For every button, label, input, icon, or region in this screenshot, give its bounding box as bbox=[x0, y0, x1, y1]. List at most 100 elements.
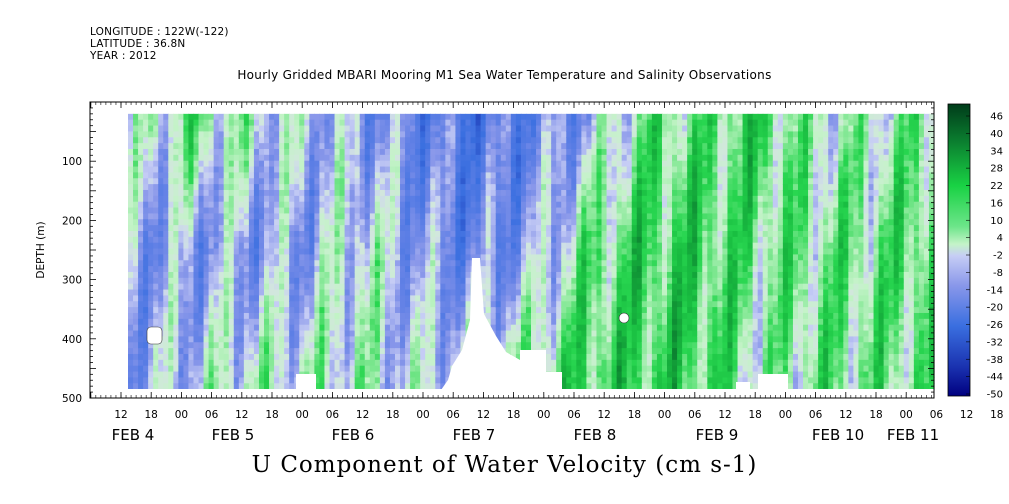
heatmap-cell bbox=[465, 143, 472, 150]
heatmap-cell bbox=[233, 289, 240, 297]
heatmap-cell bbox=[384, 178, 391, 185]
heatmap-cell bbox=[410, 207, 416, 215]
heatmap-cell bbox=[425, 324, 431, 332]
heatmap-cell bbox=[243, 342, 250, 349]
heatmap-cell bbox=[606, 271, 613, 279]
heatmap-cell bbox=[631, 307, 638, 314]
heatmap-cell bbox=[485, 318, 492, 326]
heatmap-cell bbox=[581, 113, 588, 121]
heatmap-cell bbox=[420, 365, 426, 373]
heatmap-cell bbox=[561, 260, 567, 267]
heatmap-cell bbox=[269, 271, 275, 279]
heatmap-cell bbox=[258, 383, 265, 390]
heatmap-cell bbox=[208, 172, 215, 179]
heatmap-cell bbox=[198, 324, 205, 332]
heatmap-cell bbox=[510, 213, 517, 220]
heatmap-cell bbox=[374, 189, 381, 197]
heatmap-cell bbox=[566, 201, 572, 209]
heatmap-cell bbox=[601, 266, 608, 273]
heatmap-cell bbox=[168, 119, 174, 127]
heatmap-cell bbox=[304, 312, 310, 320]
heatmap-cell bbox=[576, 143, 582, 150]
heatmap-cell bbox=[561, 348, 567, 355]
heatmap-cell bbox=[621, 336, 628, 343]
heatmap-cell bbox=[153, 348, 159, 355]
heatmap-cell bbox=[651, 353, 658, 361]
heatmap-cell bbox=[264, 178, 270, 185]
heatmap-cell bbox=[586, 324, 593, 332]
heatmap-cell bbox=[248, 148, 255, 156]
heatmap-cell bbox=[576, 342, 582, 349]
heatmap-cell bbox=[238, 195, 245, 203]
heatmap-cell bbox=[515, 143, 522, 150]
heatmap-cell bbox=[420, 307, 426, 314]
heatmap-cell bbox=[425, 160, 431, 168]
heatmap-cell bbox=[349, 266, 356, 273]
heatmap-cell bbox=[274, 242, 280, 250]
heatmap-cell bbox=[369, 365, 376, 373]
heatmap-cell bbox=[228, 307, 235, 314]
heatmap-cell bbox=[536, 219, 542, 226]
heatmap-cell bbox=[641, 318, 648, 326]
heatmap-cell bbox=[581, 195, 588, 203]
heatmap-cell bbox=[143, 342, 149, 349]
heatmap-cell bbox=[289, 359, 295, 367]
heatmap-cell bbox=[485, 248, 492, 256]
heatmap-cell bbox=[430, 137, 436, 144]
heatmap-cell bbox=[631, 154, 638, 162]
heatmap-cell bbox=[591, 371, 598, 379]
heatmap-cell bbox=[561, 137, 567, 144]
heatmap-cell bbox=[284, 254, 290, 261]
heatmap-cell bbox=[460, 289, 467, 297]
heatmap-cell bbox=[576, 260, 582, 267]
heatmap-cell bbox=[546, 342, 552, 349]
heatmap-cell bbox=[541, 160, 547, 168]
heatmap-cell bbox=[495, 289, 502, 297]
heatmap-cell bbox=[128, 230, 134, 238]
heatmap-cell bbox=[531, 242, 537, 250]
heatmap-cell bbox=[233, 225, 240, 232]
heatmap-cell bbox=[248, 371, 255, 379]
heatmap-cell bbox=[233, 301, 240, 308]
heatmap-cell bbox=[238, 260, 245, 267]
heatmap-cell bbox=[193, 137, 200, 144]
heatmap-cell bbox=[646, 295, 653, 302]
heatmap-cell bbox=[445, 166, 451, 174]
heatmap-cell bbox=[636, 365, 643, 373]
heatmap-cell bbox=[274, 248, 280, 256]
heatmap-cell bbox=[309, 289, 315, 297]
heatmap-cell bbox=[561, 160, 567, 168]
heatmap-cell bbox=[571, 330, 577, 338]
heatmap-cell bbox=[571, 359, 577, 367]
heatmap-cell bbox=[183, 289, 190, 297]
heatmap-cell bbox=[500, 318, 507, 326]
heatmap-cell bbox=[193, 365, 200, 373]
heatmap-cell bbox=[435, 324, 441, 332]
heatmap-cell bbox=[525, 230, 532, 238]
heatmap-cell bbox=[460, 137, 467, 144]
heatmap-cell bbox=[651, 271, 658, 279]
heatmap-cell bbox=[500, 283, 507, 291]
heatmap-cell bbox=[420, 148, 426, 156]
heatmap-cell bbox=[646, 271, 653, 279]
heatmap-cell bbox=[304, 271, 310, 279]
heatmap-cell bbox=[243, 289, 250, 297]
heatmap-cell bbox=[536, 277, 542, 285]
heatmap-cell bbox=[314, 201, 321, 209]
heatmap-cell bbox=[626, 172, 633, 179]
heatmap-cell bbox=[621, 271, 628, 279]
heatmap-cell bbox=[445, 125, 451, 133]
heatmap-cell bbox=[138, 289, 144, 297]
heatmap-cell bbox=[616, 383, 623, 390]
heatmap-cell bbox=[248, 342, 255, 349]
heatmap-cell bbox=[299, 359, 305, 367]
heatmap-cell bbox=[178, 289, 185, 297]
heatmap-cell bbox=[470, 236, 477, 244]
heatmap-cell bbox=[218, 277, 225, 285]
heatmap-cell bbox=[304, 189, 310, 197]
heatmap-cell bbox=[505, 277, 512, 285]
heatmap-cell bbox=[566, 336, 572, 343]
heatmap-cell bbox=[651, 301, 658, 308]
heatmap-cell bbox=[400, 260, 406, 267]
